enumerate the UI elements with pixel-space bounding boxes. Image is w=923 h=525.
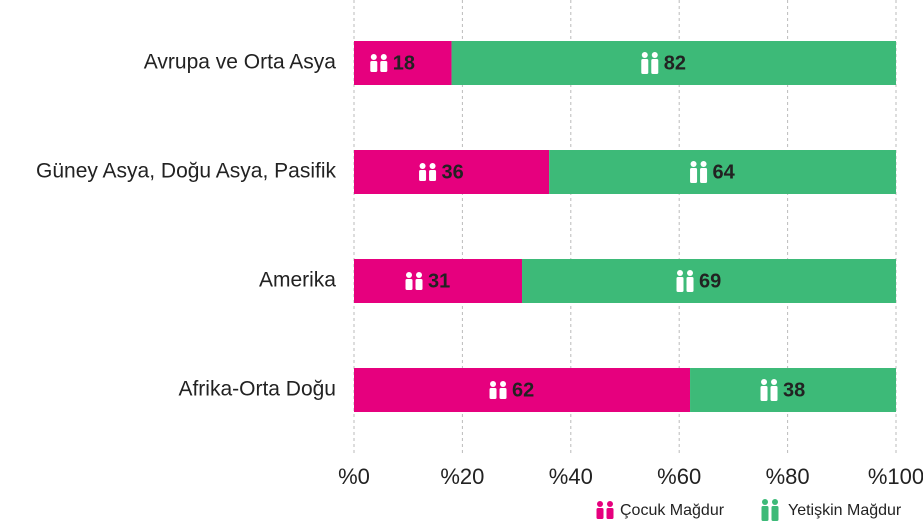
adult-icon <box>690 161 708 183</box>
icon-body <box>700 168 708 183</box>
x-tick-label: %40 <box>549 464 593 489</box>
icon-body <box>676 277 684 292</box>
bar-segment <box>451 41 896 85</box>
bar-segment <box>354 259 523 303</box>
icon-head <box>490 381 497 387</box>
icon-head <box>690 161 697 167</box>
child-icon <box>596 501 614 519</box>
bar-segment <box>549 150 896 194</box>
child-icon <box>405 272 423 290</box>
data-label: 36 <box>442 161 464 183</box>
icon-body <box>429 170 437 181</box>
category-label: Avrupa ve Orta Asya <box>144 51 337 74</box>
data-label: 62 <box>512 379 534 401</box>
icon-body <box>690 168 698 183</box>
data-label: 64 <box>713 161 736 183</box>
icon-body <box>686 277 694 292</box>
adult-icon <box>760 379 778 401</box>
icon-head <box>406 272 413 278</box>
adult-icon <box>676 270 694 292</box>
category-label: Amerika <box>259 269 336 292</box>
data-label: 18 <box>393 52 415 74</box>
icon-head <box>429 163 436 169</box>
icon-head <box>677 270 684 276</box>
icon-body <box>489 388 497 399</box>
icon-head <box>772 499 778 505</box>
data-label: 69 <box>699 270 721 292</box>
icon-head <box>370 54 377 60</box>
data-label: 38 <box>783 379 805 401</box>
icon-head <box>380 54 387 60</box>
icon-body <box>419 170 427 181</box>
icon-head <box>651 52 658 58</box>
icon-head <box>762 499 768 505</box>
icon-head <box>419 163 426 169</box>
icon-head <box>771 379 778 385</box>
x-tick-label: %0 <box>338 464 370 489</box>
adult-icon <box>641 52 659 74</box>
bar-segment <box>354 150 550 194</box>
icon-body <box>405 279 413 290</box>
x-tick-label: %80 <box>766 464 810 489</box>
x-tick-label: %100 <box>868 464 923 489</box>
icon-body <box>380 61 388 72</box>
category-label: Afrika-Orta Doğu <box>178 378 336 401</box>
icon-body <box>606 508 614 519</box>
icon-body <box>370 61 378 72</box>
x-tick-label: %20 <box>440 464 484 489</box>
bar-segment <box>690 368 896 412</box>
category-label: Güney Asya, Doğu Asya, Pasifik <box>36 160 336 183</box>
icon-body <box>415 279 423 290</box>
icon-head <box>700 161 707 167</box>
x-tick-label: %60 <box>657 464 701 489</box>
data-label: 82 <box>664 52 686 74</box>
icon-head <box>641 52 648 58</box>
legend-label: Çocuk Mağdur <box>620 502 725 519</box>
legend-label: Yetişkin Mağdur <box>788 502 902 519</box>
child-icon <box>419 163 437 181</box>
bar-segment <box>522 259 896 303</box>
icon-head <box>687 270 694 276</box>
icon-head <box>500 381 507 387</box>
data-label: 31 <box>428 270 450 292</box>
bar-segment <box>354 41 452 85</box>
icon-body <box>770 386 778 401</box>
icon-head <box>416 272 423 278</box>
icon-body <box>651 59 659 74</box>
icon-head <box>607 501 613 507</box>
icon-body <box>641 59 649 74</box>
icon-body <box>499 388 507 399</box>
icon-body <box>761 506 769 521</box>
icon-body <box>771 506 779 521</box>
adult-icon <box>761 499 779 521</box>
icon-head <box>761 379 768 385</box>
icon-body <box>760 386 768 401</box>
icon-body <box>596 508 604 519</box>
child-icon <box>370 54 388 72</box>
child-icon <box>489 381 507 399</box>
bar-segment <box>354 368 691 412</box>
icon-head <box>597 501 603 507</box>
